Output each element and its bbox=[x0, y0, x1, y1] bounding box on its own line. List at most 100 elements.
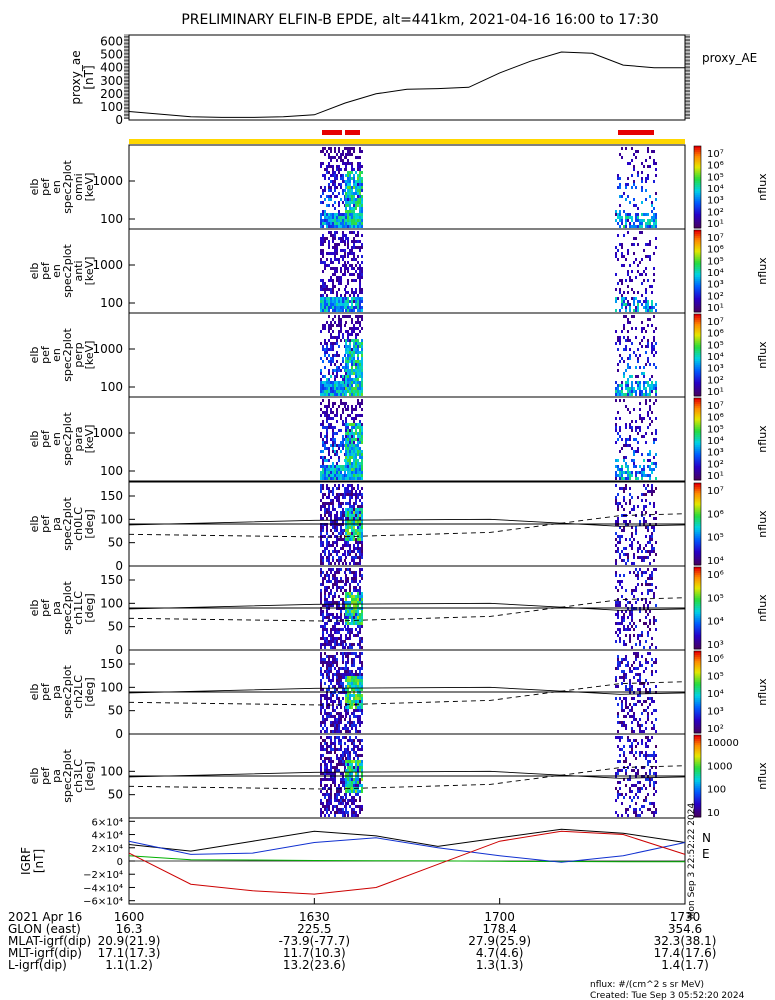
colorbar-swatch bbox=[694, 230, 701, 233]
spectrogram-pixel bbox=[625, 147, 627, 150]
spectrogram-pixel bbox=[355, 222, 357, 225]
spectrogram-pixel bbox=[336, 468, 338, 471]
spectrogram-pixel bbox=[633, 450, 635, 453]
spectrogram-pixel bbox=[345, 712, 347, 715]
spectrogram-pixel bbox=[334, 730, 336, 733]
spectrogram-pixel bbox=[330, 345, 332, 348]
spectrogram-pixel bbox=[619, 553, 621, 556]
spectrogram-pixel bbox=[353, 574, 355, 577]
spectrogram-pixel bbox=[623, 529, 625, 532]
colorbar-swatch bbox=[694, 152, 701, 155]
colorbar-tick-label: 10³ bbox=[707, 196, 724, 207]
spectrogram-pixel bbox=[357, 790, 359, 793]
colorbar-swatch bbox=[694, 309, 701, 313]
spectrogram-pixel bbox=[345, 655, 347, 658]
spectrogram-pixel bbox=[615, 685, 617, 688]
spectrogram-pixel bbox=[330, 150, 332, 153]
spectrogram-pixel bbox=[359, 778, 361, 781]
colorbar-swatch bbox=[694, 264, 701, 268]
spectrogram-pixel bbox=[330, 300, 332, 303]
spectrogram-pixel bbox=[351, 526, 353, 529]
spectrogram-pixel bbox=[633, 730, 635, 733]
spectrogram-pixel bbox=[615, 523, 617, 526]
spectrogram-pixel bbox=[342, 775, 344, 778]
colorbar-swatch bbox=[694, 416, 701, 419]
spectrogram-pixel bbox=[324, 772, 326, 775]
spectrogram-pixel bbox=[332, 730, 334, 733]
spectrogram-pixel bbox=[355, 384, 357, 387]
spectrogram-pixel bbox=[637, 150, 639, 153]
spectrogram-pixel bbox=[324, 477, 326, 480]
spectrogram-pixel bbox=[320, 381, 322, 384]
spectrogram-pixel bbox=[345, 613, 347, 616]
spectrogram-pixel bbox=[357, 462, 359, 465]
spectrogram-pixel bbox=[619, 748, 621, 751]
spectrogram-pixel bbox=[342, 189, 344, 192]
spectrogram-pixel bbox=[338, 324, 340, 327]
spectrogram-pixel bbox=[645, 772, 647, 775]
spectrogram-pixel bbox=[326, 628, 328, 631]
spectrogram-pixel bbox=[647, 279, 649, 282]
spectrogram-pixel bbox=[340, 511, 342, 514]
spectrogram-pixel bbox=[345, 544, 347, 547]
spectrogram-pixel bbox=[338, 225, 340, 228]
spectrogram-pixel bbox=[631, 721, 633, 724]
spectrogram-pixel bbox=[647, 474, 649, 477]
spectrogram-pixel bbox=[639, 679, 641, 682]
spectrogram-pixel bbox=[361, 369, 363, 372]
spectrogram-pixel bbox=[629, 691, 631, 694]
spectrogram-pixel bbox=[326, 637, 328, 640]
spectrogram-pixel bbox=[349, 538, 351, 541]
spectrogram-pixel bbox=[359, 210, 361, 213]
spectrogram-pixel bbox=[345, 676, 347, 679]
spectrogram-pixel bbox=[334, 784, 336, 787]
spectrogram-pixel bbox=[353, 195, 355, 198]
spectrogram-pixel bbox=[625, 258, 627, 261]
spectrogram-pixel bbox=[340, 237, 342, 240]
spectrogram-pixel bbox=[359, 763, 361, 766]
colorbar-tick-label: 10² bbox=[707, 207, 724, 218]
spectrogram-pixel bbox=[629, 640, 631, 643]
spectrogram-pixel bbox=[338, 700, 340, 703]
spectrogram-pixel bbox=[639, 408, 641, 411]
spectrogram-pixel bbox=[320, 150, 322, 153]
spectrogram-pixel bbox=[641, 435, 643, 438]
spectrogram-pixel bbox=[328, 736, 330, 739]
spectrogram-pixel bbox=[359, 514, 361, 517]
colorbar-swatch bbox=[694, 252, 701, 256]
spectrogram-pixel bbox=[643, 300, 645, 303]
spectrogram-pixel bbox=[345, 330, 347, 333]
spectrogram-pixel bbox=[639, 426, 641, 429]
spectrogram-pixel bbox=[361, 426, 363, 429]
spectrogram-pixel bbox=[357, 688, 359, 691]
spectrogram-pixel bbox=[617, 384, 619, 387]
spectrogram-pixel bbox=[338, 811, 340, 814]
spectrogram-pixel bbox=[355, 186, 357, 189]
spectrogram-pixel bbox=[334, 496, 336, 499]
spectrogram-pixel bbox=[357, 300, 359, 303]
spectrogram-pixel bbox=[623, 300, 625, 303]
spectrogram-pixel bbox=[334, 432, 336, 435]
spectrogram-pixel bbox=[645, 297, 647, 300]
spectrogram-pixel bbox=[342, 796, 344, 799]
spectrogram-pixel bbox=[637, 225, 639, 228]
spectrogram-pixel bbox=[351, 339, 353, 342]
spectrogram-pixel bbox=[330, 736, 332, 739]
spectrogram-pixel bbox=[643, 505, 645, 508]
spectrogram-pixel bbox=[625, 393, 627, 396]
spectrogram-pixel bbox=[355, 432, 357, 435]
colorbar-swatch bbox=[694, 242, 701, 245]
colorbar-swatch bbox=[694, 283, 701, 286]
spectrogram-pixel bbox=[639, 751, 641, 754]
colorbar-tick-label: 10¹ bbox=[707, 219, 724, 230]
spectrogram-pixel bbox=[334, 273, 336, 276]
spectrogram-pixel bbox=[357, 177, 359, 180]
spectrogram-pixel bbox=[647, 357, 649, 360]
spectrogram-pixel bbox=[349, 375, 351, 378]
spectrogram-pixel bbox=[617, 796, 619, 799]
spectrogram-pixel bbox=[653, 811, 655, 814]
spectrogram-pixel bbox=[637, 772, 639, 775]
spectrogram-pixel bbox=[651, 526, 653, 529]
spectrogram-pixel bbox=[645, 571, 647, 574]
spectrogram-pixel bbox=[334, 688, 336, 691]
